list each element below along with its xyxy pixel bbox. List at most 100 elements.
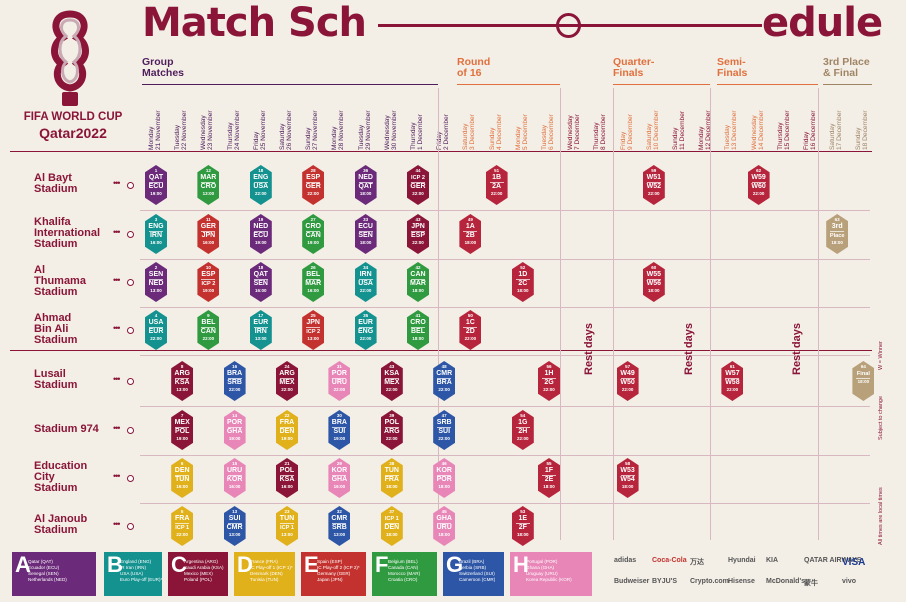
date-label: Monday 28 November [331,110,346,150]
match-badge[interactable]: 36 NED QAT 18:00 [354,165,377,205]
match-badge[interactable]: 46 KOR POR 18:00 [433,458,456,498]
match-badge[interactable]: 53 1E 2F 18:00 [511,506,534,546]
team-2: 2E [544,476,554,483]
match-badge[interactable]: 18 QAT SEN 16:00 [249,262,272,302]
team-2: MEX [279,379,295,386]
match-number: 22 [284,413,290,418]
match-badge[interactable]: 43 JPN ESP 22:00 [407,214,429,254]
team-1: POR [227,419,243,426]
kickoff-time: 16:00 [333,484,346,489]
match-badge[interactable]: 25 JPN ICP 2 13:00 [302,310,325,350]
sponsor-logo: Coca-Cola [652,557,687,564]
match-badge[interactable]: 43 KSA MEX 22:00 [380,361,403,401]
team-1: W57 [725,370,740,377]
match-number: 64 [860,364,866,369]
match-badge[interactable]: 27 CRO CAN 19:00 [302,214,325,254]
match-badge[interactable]: 23 TUN ICP 1 13:00 [276,506,298,546]
match-number: 35 [363,313,369,318]
match-badge[interactable]: 6 DEN TUN 16:00 [171,458,194,498]
match-badge[interactable]: 4 USA EUR 22:00 [145,310,167,350]
match-badge[interactable]: 34 IRN USA 22:00 [354,262,377,302]
kickoff-time: 19:00 [228,436,241,441]
vs-divider [463,327,478,328]
match-badge[interactable]: 24 ARG MEX 22:00 [276,361,298,401]
team-1: W53 [620,467,635,474]
team-1: ENG [148,223,164,230]
match-badge[interactable]: 42 CAN MAR 18:00 [407,262,429,302]
match-badge[interactable]: 63 3rd Place 18:00 [826,214,849,254]
match-badge[interactable]: 38 TUN FRA 18:00 [380,458,403,498]
match-number: 33 [363,217,369,222]
match-badge[interactable]: 41 CRO BEL 18:00 [407,310,429,350]
match-badge[interactable]: 51 1B 2A 22:00 [485,165,508,205]
match-badge[interactable]: 2 SEN NED 13:00 [145,262,167,302]
match-number: 21 [284,461,290,466]
match-badge[interactable]: 61 W57 W58 22:00 [721,361,744,401]
match-badge[interactable]: 12 MAR CRO 13:00 [197,165,220,205]
match-badge[interactable]: 13 SUI CMR 13:00 [223,506,246,546]
match-badge[interactable]: 28 ESP GER 22:00 [302,165,325,205]
match-badge[interactable]: 1 QAT ECU 19:00 [145,165,167,205]
group-letter: F [375,552,389,577]
match-badge[interactable]: 21 POL KSA 16:00 [276,458,298,498]
match-number: 50 [467,313,473,318]
match-badge[interactable]: 10 ESP ICP 2 19:00 [197,262,220,302]
match-badge[interactable]: 7 MEX POL 19:00 [171,410,194,450]
match-badge[interactable]: 50 1C 2D 22:00 [459,310,482,350]
match-badge[interactable]: 26 BEL MAR 16:00 [302,262,325,302]
match-badge[interactable]: 49 1A 2B 18:00 [459,214,482,254]
match-number: 34 [363,265,369,270]
match-badge[interactable]: 35 EUR ENG 22:00 [354,310,377,350]
match-badge[interactable]: 11 GER JPN 16:00 [197,214,220,254]
match-badge[interactable]: 44 ICP 2 GER 22:00 [407,165,429,205]
match-badge[interactable]: 14 POR GHA 19:00 [223,410,246,450]
row-divider [140,503,870,504]
match-badge[interactable]: 17 EUR IRN 13:00 [249,310,272,350]
match-badge[interactable]: 58 W53 W54 18:00 [616,458,639,498]
match-badge[interactable]: 32 CMR SRB 13:00 [328,506,351,546]
match-badge[interactable]: 60 W55 W56 18:00 [642,262,665,302]
match-badge[interactable]: 15 URU KOR 16:00 [223,458,246,498]
match-badge[interactable]: 5 FRA ICP 1 22:00 [171,506,194,546]
match-badge[interactable]: 48 CMR BRA 22:00 [433,361,456,401]
match-badge[interactable]: 52 1D 2C 18:00 [511,262,534,302]
team-1: SEN [148,271,164,278]
match-badge[interactable]: 62 W59 W60 22:00 [747,165,770,205]
match-badge[interactable]: 39 POL ARG 22:00 [380,410,403,450]
team-2: 2D [465,328,475,335]
match-badge[interactable]: 59 W51 W52 22:00 [642,165,665,205]
match-badge[interactable]: 55 1F 2E 18:00 [538,458,560,498]
match-badge[interactable]: 47 SRB SUI 22:00 [433,410,456,450]
match-badge[interactable]: 16 BRA SRB 22:00 [223,361,246,401]
match-badge[interactable]: 19 NED ECU 19:00 [249,214,272,254]
match-badge[interactable]: 33 ECU SEN 18:00 [354,214,377,254]
team-1: EUR [358,319,373,326]
vs-divider [411,327,425,328]
match-badge[interactable]: 37 ICP 1 DEN 18:00 [380,506,403,546]
sponsor-logo: Hisense [728,578,755,585]
team-1: 1B [492,174,502,181]
team-1: 1E [518,515,528,522]
match-badge[interactable]: 31 POR URU 22:00 [328,361,351,401]
stadium-marker-icon [127,378,134,385]
match-badge[interactable]: 56 1H 2G 22:00 [538,361,560,401]
vs-divider [515,427,530,428]
date-header: Thursday 15 December [777,94,791,150]
match-badge[interactable]: 57 W49 W50 22:00 [616,361,639,401]
dotted-connector: ••• [113,323,121,333]
match-badge[interactable]: 30 BRA SUI 19:00 [328,410,351,450]
match-badge[interactable]: 3 ENG IRN 16:00 [145,214,167,254]
match-badge[interactable]: 54 1G 2H 22:00 [511,410,534,450]
team-1: QAT [253,271,268,278]
match-number: 48 [441,364,447,369]
match-badge[interactable]: 64 Final 18:00 [852,361,875,401]
match-badge[interactable]: 8 ARG KSA 13:00 [171,361,194,401]
match-badge[interactable]: 18 ENG USA 22:00 [249,165,272,205]
match-badge[interactable]: 45 GHA URU 18:00 [433,506,456,546]
match-badge[interactable]: 22 FRA DEN 19:00 [276,410,298,450]
match-badge[interactable]: 9 BEL CAN 22:00 [197,310,220,350]
team-1: 3rd [831,223,843,230]
team-2: DEN [384,524,400,531]
match-badge[interactable]: 29 KOR GHA 16:00 [328,458,351,498]
team-2: NED [148,280,164,287]
